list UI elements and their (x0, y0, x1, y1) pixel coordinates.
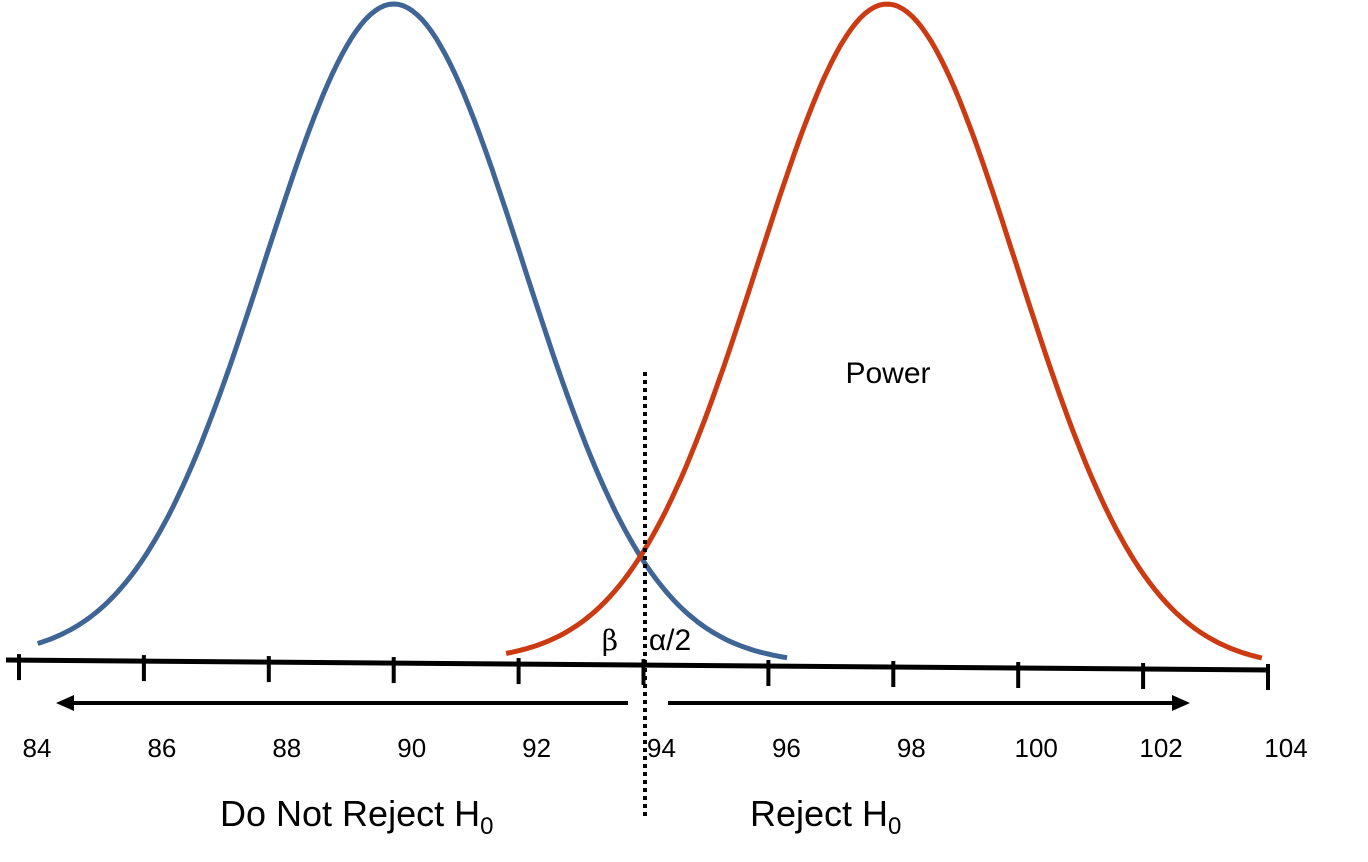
x-tick-label-88: 88 (272, 733, 301, 763)
x-tick-label-96: 96 (772, 733, 801, 763)
alternative-distribution-curve (505, 1, 1263, 661)
x-axis-line (5, 657, 1271, 673)
beta-label: β (602, 624, 618, 657)
x-tick-label-94: 94 (647, 733, 676, 763)
alpha-half-label: α/2 (649, 624, 691, 657)
x-tick-label-100: 100 (1015, 733, 1058, 763)
x-tick-label-84: 84 (23, 733, 52, 763)
x-tick-label-104: 104 (1264, 733, 1307, 763)
x-tick-label-90: 90 (397, 733, 426, 763)
null-distribution-curve (36, 1, 788, 661)
left-arrowhead (56, 695, 74, 711)
right-arrowhead (1172, 695, 1190, 711)
do-not-reject-label: Do Not Reject H0 (220, 793, 493, 840)
x-tick-label-92: 92 (522, 733, 551, 763)
power-label: Power (845, 357, 930, 390)
x-tick-label-98: 98 (897, 733, 926, 763)
x-tick-label-102: 102 (1139, 733, 1182, 763)
reject-label: Reject H0 (750, 793, 901, 840)
x-axis-tick-labels: 84 86 88 90 92 94 96 98 100 102 104 (23, 733, 1308, 763)
x-tick-label-86: 86 (147, 733, 176, 763)
distribution-curves (36, 1, 1263, 661)
